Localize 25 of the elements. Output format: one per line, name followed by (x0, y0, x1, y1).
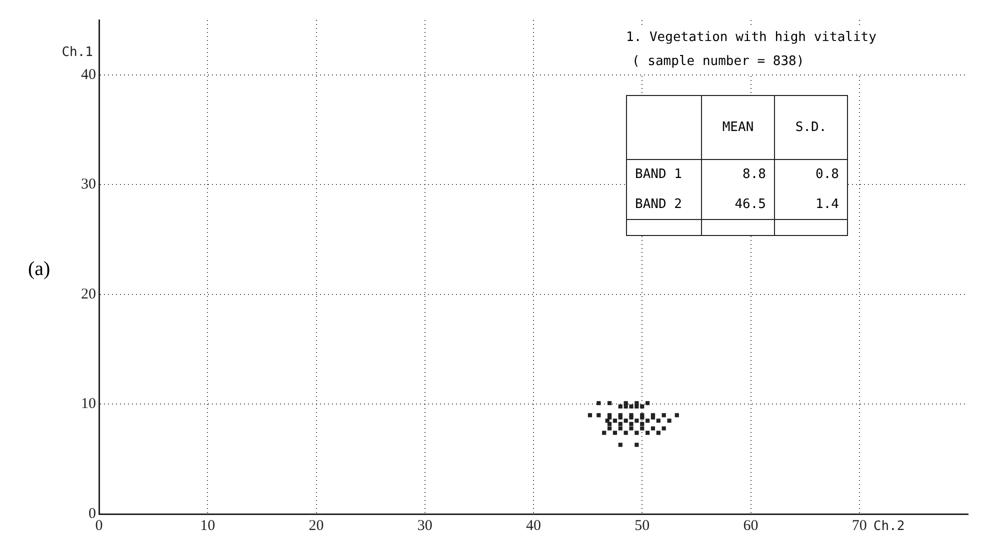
text: (a) (28, 258, 50, 281)
annotation: 0.8 (774, 160, 848, 190)
annotation: BAND 1 (626, 160, 702, 190)
annotation: 46.5 (702, 190, 774, 220)
x-tick-label: 30 (417, 518, 432, 534)
x-tick-label: 20 (308, 518, 324, 534)
x-tick-label: 40 (526, 518, 541, 534)
y-axis-title: Ch.1 (62, 44, 93, 60)
annotation: 1.4 (774, 190, 848, 220)
x-tick-label: 70 (852, 518, 867, 534)
annotation: S.D. (774, 96, 848, 160)
text: 1. Vegetation with high vitality (626, 29, 876, 47)
x-tick-label: 10 (200, 518, 216, 534)
annotation: BAND 2 (626, 190, 702, 220)
text: ( sample number = 838) (631, 53, 806, 71)
y-tick-label: 10 (81, 396, 96, 412)
annotation: MEAN (702, 96, 774, 160)
y-tick-label: 30 (81, 176, 96, 193)
x-tick-label: 60 (743, 518, 758, 534)
y-tick-label: 0 (88, 506, 96, 522)
y-tick-label: 20 (81, 286, 96, 302)
y-tick-label: 40 (81, 66, 96, 83)
x-tick-label: 50 (634, 518, 650, 534)
x-axis-title: Ch.2 (873, 518, 905, 534)
annotation: 8.8 (702, 160, 774, 190)
